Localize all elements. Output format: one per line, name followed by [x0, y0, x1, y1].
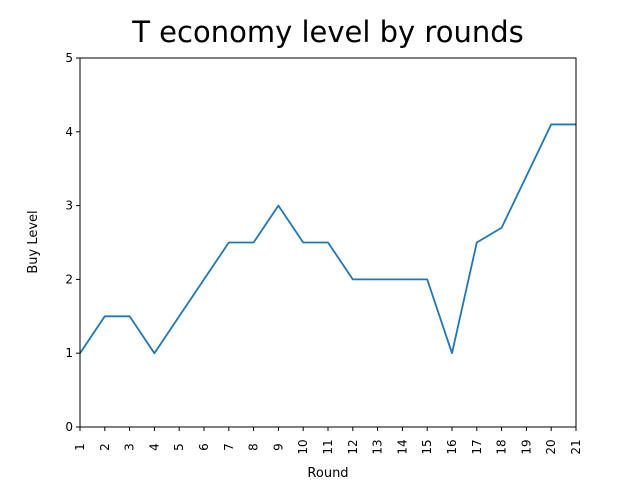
x-tick-label: 19	[519, 439, 533, 454]
chart-title: T economy level by rounds	[131, 15, 524, 49]
x-tick-label: 20	[544, 439, 558, 454]
axes-frame	[79, 57, 577, 428]
x-tick-label: 10	[296, 439, 310, 454]
x-axis-label: Round	[307, 466, 348, 480]
y-tick-label: 1	[65, 346, 73, 360]
x-tick-label: 5	[172, 443, 186, 451]
y-tick-label: 2	[65, 272, 73, 286]
x-tick-label: 21	[569, 439, 583, 454]
y-tick-label: 5	[65, 51, 73, 65]
series-lines	[79, 123, 576, 355]
series-line-0	[79, 123, 576, 355]
y-axis-label: Buy Level	[26, 210, 41, 273]
x-tick-label: 9	[271, 443, 285, 451]
x-tick-label: 16	[445, 439, 459, 454]
x-tick-label: 18	[495, 439, 509, 454]
x-tick-label: 3	[123, 443, 137, 451]
x-tick-label: 17	[470, 439, 484, 454]
x-tick-label: 2	[98, 443, 112, 451]
x-tick-label: 15	[420, 439, 434, 454]
x-tick-label: 4	[147, 443, 161, 451]
axes-border	[79, 57, 577, 428]
x-tick-label: 13	[371, 439, 385, 454]
y-tick-label: 4	[65, 125, 73, 139]
x-tick-label: 11	[321, 439, 335, 454]
x-tick-label: 1	[73, 443, 87, 451]
x-tick-label: 12	[346, 439, 360, 454]
x-tick-label: 6	[197, 443, 211, 451]
y-tick-label: 0	[65, 420, 73, 434]
x-tick-label: 7	[222, 443, 236, 451]
x-tick-label: 8	[247, 443, 261, 451]
x-tick-label: 14	[395, 439, 409, 454]
y-tick-label: 3	[65, 199, 73, 213]
